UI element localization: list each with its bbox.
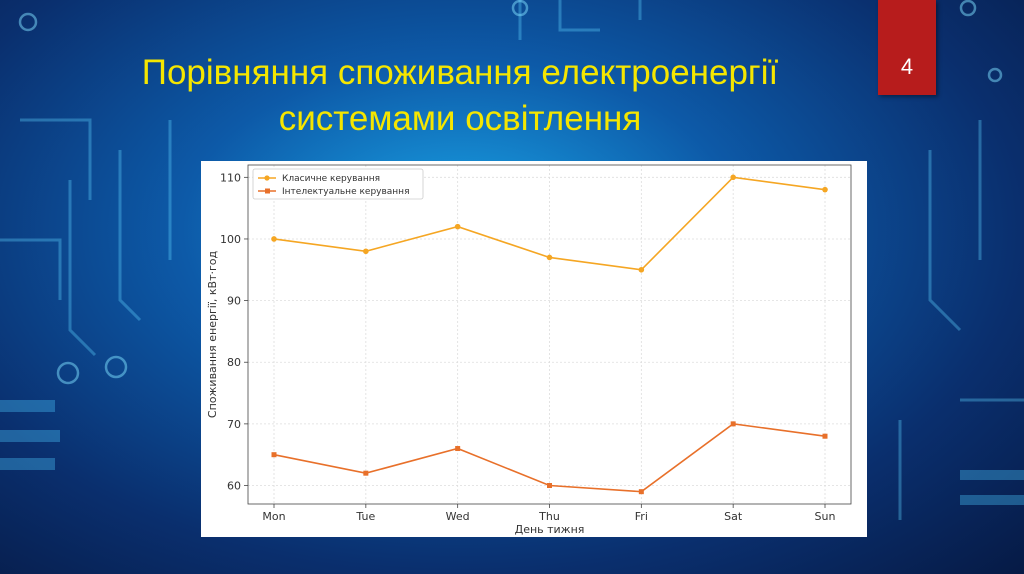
x-tick-label: Wed [446,510,470,523]
slide-title-line2: системами освітлення [278,99,642,138]
series-0-point [454,223,461,230]
series-0-point [363,248,369,255]
y-tick-label: 80 [227,356,241,369]
legend-label: Інтелектуальне керування [282,187,409,197]
series-1-point [638,489,644,495]
x-axis-label: День тижня [515,523,585,536]
series-1-point [363,470,369,476]
legend-marker-0 [264,175,270,181]
legend-marker-1 [265,188,270,194]
y-tick-label: 100 [220,233,241,246]
line-chart: 60 70 80 90 100 110 Mon Tue Wed Thu Fri Sat Sun День … [206,164,852,536]
x-tick-label: Fri [635,510,648,523]
series-0-point [638,266,645,273]
series-1-point [455,446,461,452]
slide-title: Порівняння споживання електроенергії сис… [60,50,860,142]
series-1-point [547,483,552,489]
series-1-point [822,433,828,439]
series-1-point [271,452,277,458]
series-0-point [730,174,736,181]
y-tick-label: 90 [227,295,241,308]
legend-label: Класичне керування [282,174,380,184]
series-0-point [546,254,553,261]
y-axis-label: Споживання енергії, кВт·год [206,251,219,419]
x-tick-label: Thu [538,510,560,523]
x-tick-label: Sat [724,510,743,523]
y-tick-label: 60 [227,480,241,493]
x-tick-label: Tue [355,510,375,523]
x-tick-label: Mon [262,510,285,523]
y-tick-label: 110 [220,171,241,184]
y-tick-label: 70 [227,418,241,431]
legend-box [252,168,424,200]
page-number: 4 [900,54,914,79]
page-number-badge: 4 [878,0,936,95]
slide-title-line1: Порівняння споживання електроенергії [141,53,779,92]
series-0-point [822,186,828,193]
series-1-point [730,421,736,427]
series-0-point [271,236,277,242]
x-tick-label: Sun [815,510,836,523]
chart-panel: 60 70 80 90 100 110 Mon Tue Wed Thu Fri Sat Sun День … [201,161,867,537]
